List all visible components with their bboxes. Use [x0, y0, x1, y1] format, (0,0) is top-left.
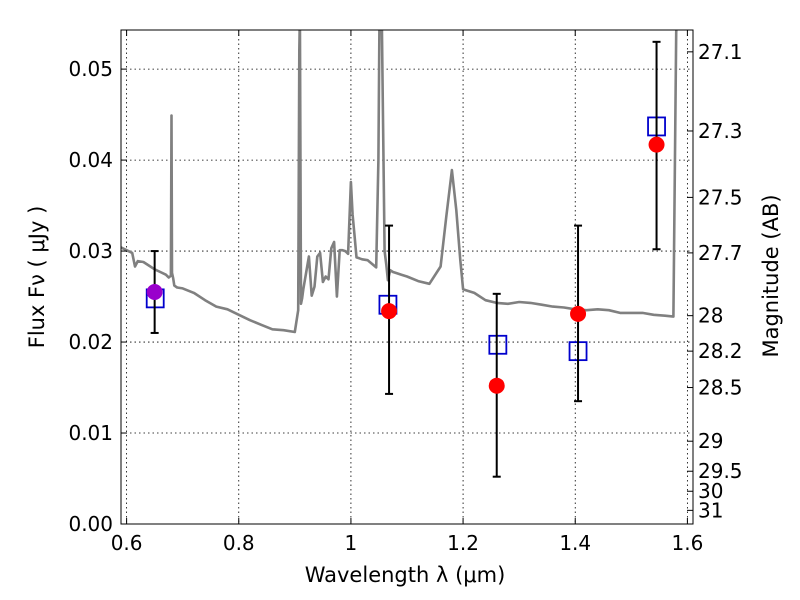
observed-flux-point	[381, 303, 398, 320]
y-tick-label: 0.01	[68, 421, 113, 445]
y-axis-right-label: Magnitude (AB)	[759, 194, 783, 357]
y-tick-label: 0.05	[68, 57, 113, 81]
observed-flux-point	[146, 284, 163, 301]
y-tick-label: 0.02	[68, 330, 113, 354]
x-tick-label: 1	[345, 531, 358, 555]
y-tick-label: 0.00	[68, 512, 113, 536]
model-spectrum-line	[121, 30, 678, 334]
y-right-tick-label: 27.7	[698, 241, 743, 265]
x-tick-label: 1.6	[671, 531, 703, 555]
y-right-tick-label: 28	[698, 304, 723, 328]
observed-flux-point	[488, 377, 505, 394]
y-right-tick-label: 28.2	[698, 339, 743, 363]
tick-layer: 0.6 0.8 1 1.2 1.4 1.6 0.00 0.01 0.02 0.03 0.04 0.05…	[68, 30, 743, 555]
observed-flux-point	[648, 136, 665, 153]
y-right-tick-label: 29	[698, 429, 723, 453]
marker-layer	[145, 40, 666, 478]
y-right-tick-label: 31	[698, 498, 723, 522]
y-right-tick-label: 28.5	[698, 376, 743, 400]
y-axis-label: Flux Fν ( μJy )	[25, 206, 49, 349]
y-right-tick-label: 29.5	[698, 459, 743, 483]
x-axis-label: Wavelength λ (μm)	[305, 563, 506, 587]
y-tick-label: 0.03	[68, 239, 113, 263]
x-tick-label: 0.8	[223, 531, 255, 555]
observed-flux-point	[570, 305, 587, 322]
y-right-tick-label: 27.3	[698, 119, 743, 143]
y-right-tick-label: 27.1	[698, 40, 743, 64]
y-right-tick-label: 30	[698, 479, 723, 503]
y-tick-label: 0.04	[68, 148, 113, 172]
model-flux-square	[488, 334, 508, 355]
spectrum-layer	[121, 30, 678, 334]
y-right-tick-label: 27.5	[698, 185, 743, 209]
x-tick-label: 1.2	[447, 531, 479, 555]
x-tick-label: 0.6	[111, 531, 143, 555]
x-tick-label: 1.4	[559, 531, 591, 555]
plot-frame	[120, 29, 694, 525]
